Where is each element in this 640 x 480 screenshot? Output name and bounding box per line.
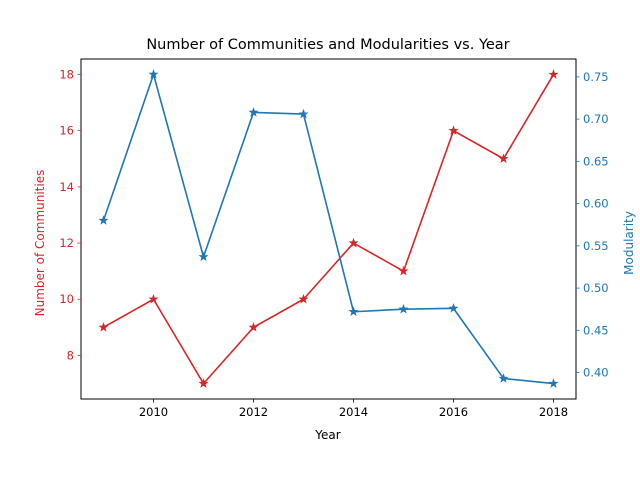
data-point-left-8 — [498, 153, 509, 164]
right-y-tick-label: 0.55 — [583, 239, 609, 253]
data-point-left-3 — [248, 322, 259, 332]
data-point-left-5 — [348, 237, 359, 248]
x-tick-label: 2014 — [339, 405, 368, 419]
right-y-tick-label: 0.50 — [583, 281, 609, 295]
right-y-tick-label: 0.75 — [583, 70, 609, 84]
chart-title: Number of Communities and Modularities v… — [146, 37, 509, 53]
data-point-left-4 — [298, 293, 309, 304]
right-y-tick-label: 0.60 — [583, 197, 609, 211]
left-y-tick-label: 10 — [59, 292, 74, 306]
left-y-tick-label: 14 — [59, 180, 74, 194]
data-point-right-6 — [398, 303, 409, 314]
right-y-tick-label: 0.45 — [583, 323, 609, 337]
right-axis-label: Modularity — [622, 211, 636, 275]
right-y-tick-label: 0.65 — [583, 154, 609, 168]
plot-frame — [80, 58, 577, 400]
left-y-tick-label: 18 — [59, 67, 74, 81]
data-point-right-7 — [448, 303, 459, 313]
data-point-left-9 — [548, 69, 559, 79]
x-tick-label: 2018 — [539, 405, 568, 419]
x-tick-label: 2016 — [439, 405, 468, 419]
x-axis-label: Year — [314, 428, 340, 442]
data-point-left-2 — [198, 378, 209, 388]
data-point-right-5 — [348, 306, 359, 317]
plot-area: 2010 2012 2014 2016 2018 8 10 12 14 16 18 0.40 0.45 0… — [59, 58, 609, 419]
data-point-right-9 — [548, 378, 559, 388]
data-point-left-6 — [398, 265, 409, 276]
series-line-left — [103, 74, 555, 385]
x-tick-label: 2012 — [239, 405, 268, 419]
right-y-tick-label: 0.70 — [583, 112, 609, 126]
data-point-right-8 — [498, 373, 509, 383]
left-axis-label: Number of Communities — [33, 170, 47, 317]
data-point-right-3 — [248, 107, 259, 117]
data-point-left-7 — [448, 125, 459, 135]
left-y-tick-label: 16 — [59, 124, 74, 138]
data-point-left-1 — [148, 293, 159, 304]
right-y-tick-label: 0.40 — [583, 366, 609, 380]
left-y-tick-label: 12 — [59, 236, 74, 250]
data-point-left-0 — [98, 322, 109, 332]
data-point-right-0 — [98, 215, 109, 225]
series-line-right — [102, 73, 554, 385]
data-point-right-1 — [148, 69, 159, 79]
data-point-right-2 — [198, 251, 209, 262]
x-tick-label: 2010 — [139, 405, 168, 419]
data-point-right-4 — [298, 108, 309, 119]
left-y-tick-label: 8 — [67, 348, 74, 362]
